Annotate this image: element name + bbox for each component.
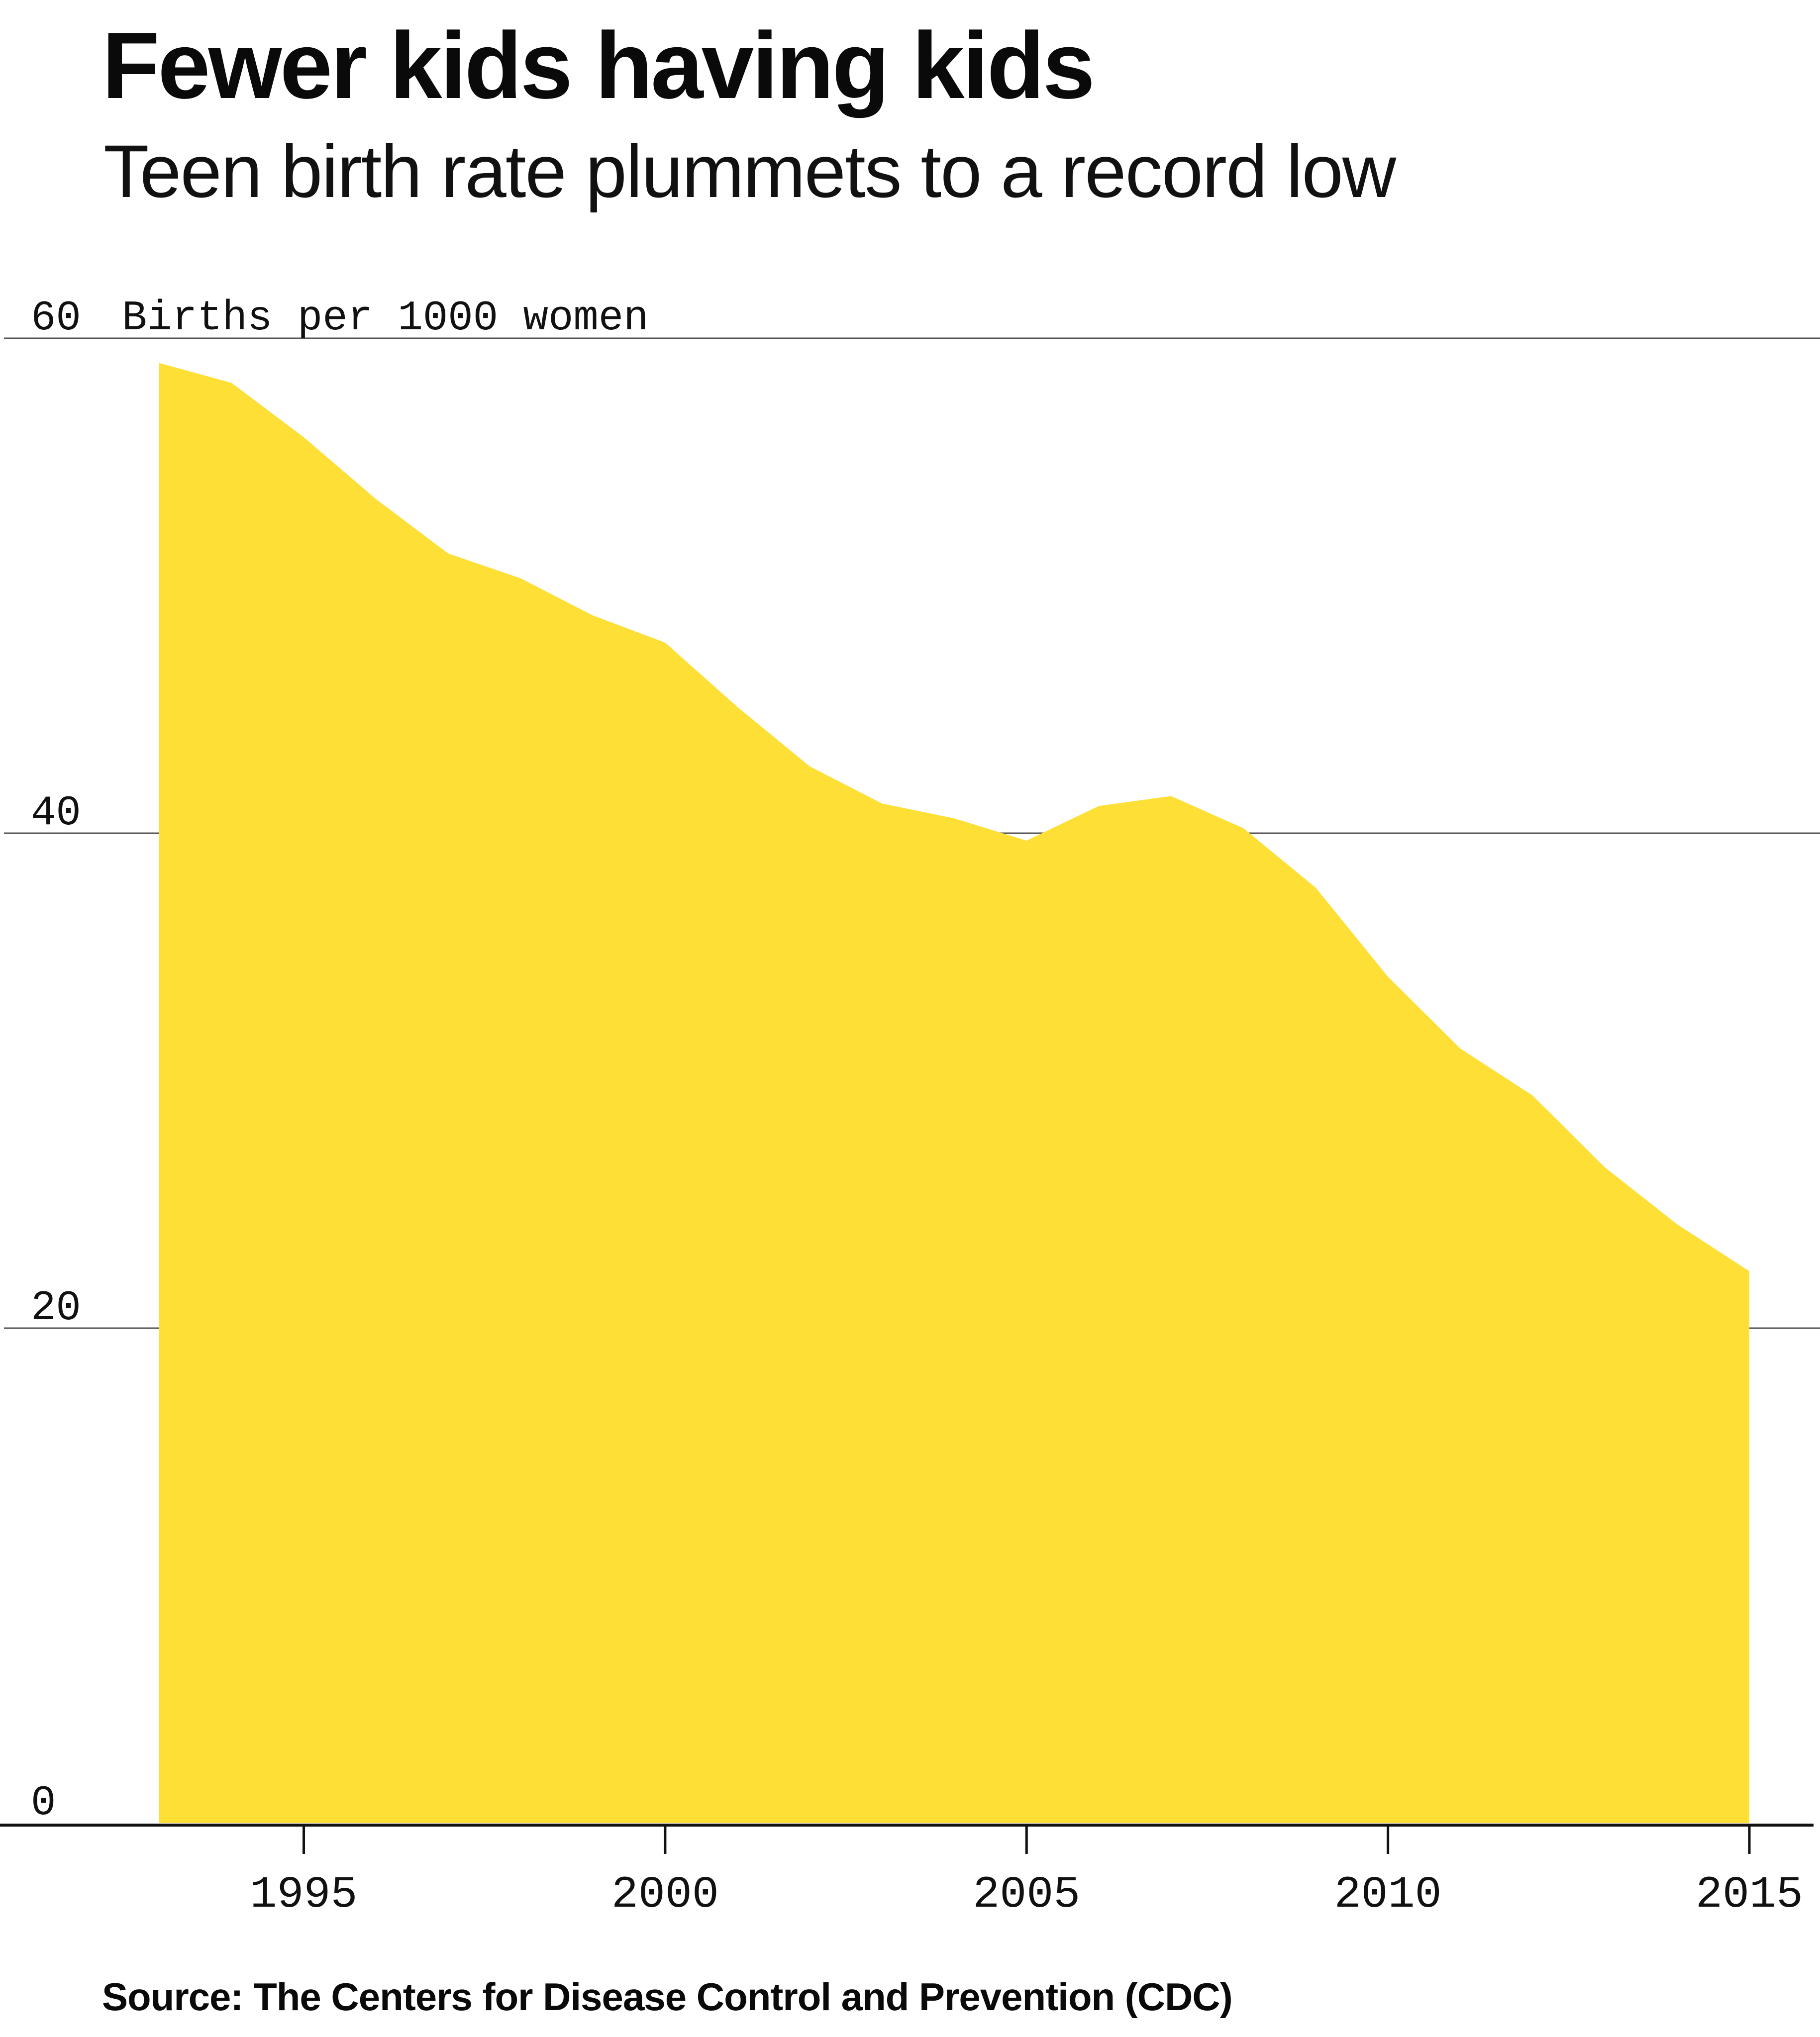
- x-tick-label-2010: 2010: [1334, 1870, 1442, 1921]
- x-tick-label-2000: 2000: [611, 1870, 719, 1921]
- y-axis-title: Births per 1000 women: [122, 295, 649, 342]
- x-tick-label-1995: 1995: [250, 1870, 358, 1921]
- axis-labels: 0 20 40 60 Births per 1000 women 1995 2000 2005…: [31, 295, 1803, 1921]
- x-tick-label-2015: 2015: [1696, 1870, 1803, 1921]
- x-tick-label-2005: 2005: [973, 1870, 1080, 1921]
- axes: [0, 1824, 1814, 1854]
- source-note: Source: The Centers for Disease Control …: [102, 1975, 1233, 2019]
- y-tick-label-60: 60: [31, 295, 81, 342]
- y-tick-label-40: 40: [31, 790, 81, 837]
- area-series: [159, 363, 1749, 1823]
- teen-birth-rate-area: [159, 363, 1749, 1823]
- chart-subtitle: Teen birth rate plummets to a record low: [103, 129, 1396, 213]
- y-tick-label-20: 20: [31, 1285, 81, 1332]
- y-tick-label-0: 0: [31, 1780, 56, 1827]
- chart-title: Fewer kids having kids: [102, 13, 1095, 118]
